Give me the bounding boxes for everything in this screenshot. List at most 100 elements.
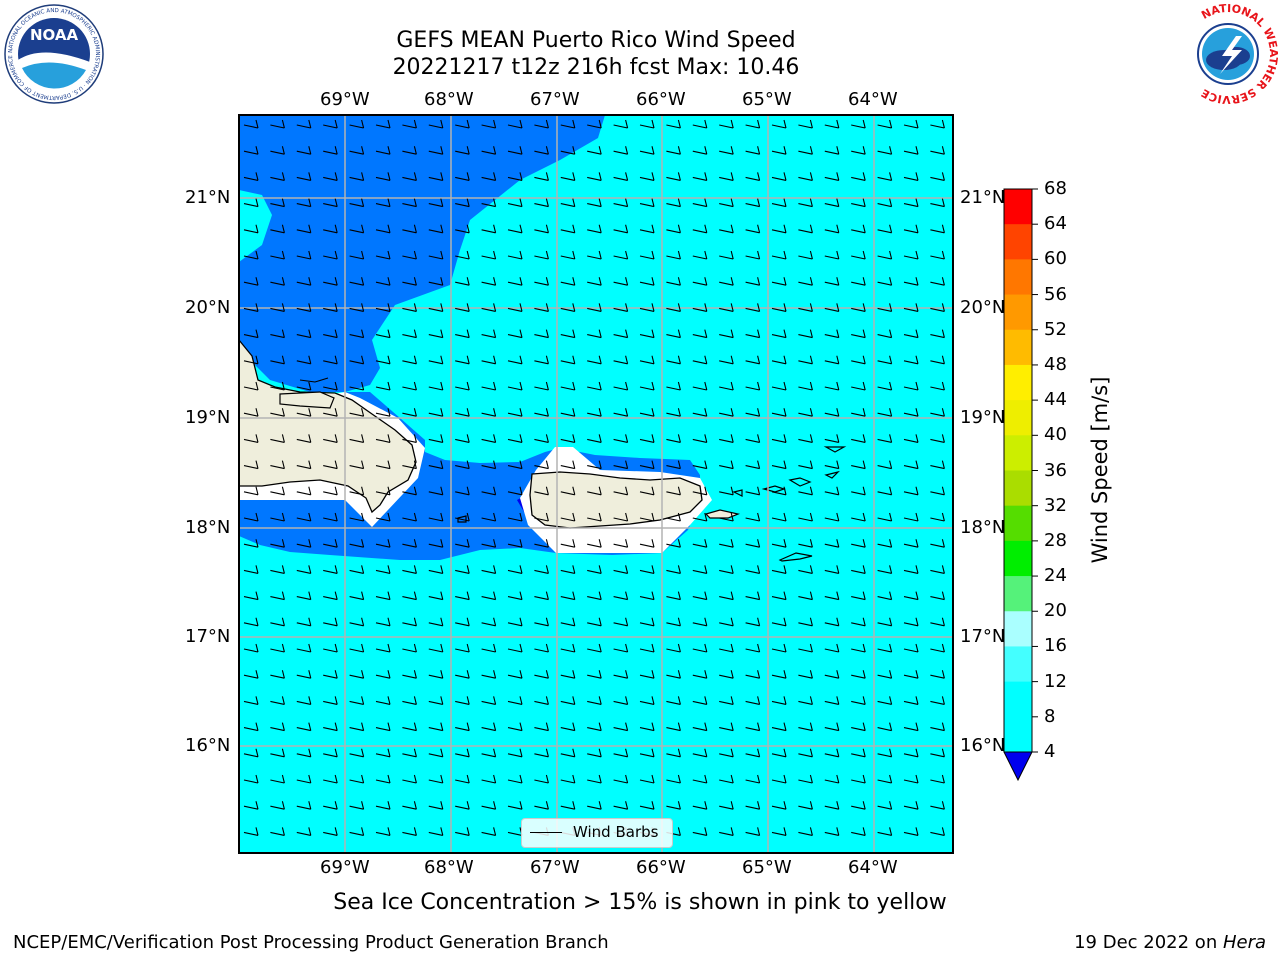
wind-barb	[587, 460, 602, 470]
wind-barb	[560, 329, 576, 339]
wind-barb	[903, 748, 919, 758]
wind-barb	[428, 565, 444, 574]
wind-barb	[613, 643, 629, 653]
wind-barb	[243, 486, 259, 496]
wind-barb	[402, 329, 417, 339]
colorbar-segment	[1004, 540, 1032, 577]
wind-barb	[375, 670, 391, 679]
wind-barb	[587, 172, 602, 181]
wind-barb	[877, 381, 893, 391]
noaa-logo: NOAA NATIONAL OCEANIC AND ATMOSPHERIC AD…	[4, 4, 104, 104]
wind-barb	[639, 355, 655, 365]
wind-barb	[481, 172, 497, 181]
colorbar-segment	[1004, 576, 1032, 612]
wind-barb	[455, 801, 470, 810]
wind-barb	[534, 696, 549, 705]
wind-barb	[587, 591, 602, 601]
wind-barb	[507, 172, 523, 181]
wind-barb	[903, 801, 919, 810]
wind-barb	[613, 408, 629, 417]
wind-barb	[587, 303, 602, 312]
wind-barb	[296, 748, 312, 758]
wind-barb	[534, 381, 549, 391]
wind-barb	[692, 670, 708, 679]
wind-barb	[851, 198, 866, 208]
wind-barb	[402, 748, 417, 758]
wind-barb	[903, 434, 919, 443]
wind-barb	[296, 119, 312, 129]
wind-barb	[296, 617, 312, 627]
wind-barb	[455, 146, 470, 155]
map-title: GEFS MEAN Puerto Rico Wind Speed	[396, 28, 796, 53]
wind-barb	[534, 329, 549, 339]
wind-barb	[455, 486, 470, 496]
wind-barb	[771, 670, 787, 679]
noaa-logo-text: NOAA	[30, 26, 79, 44]
wind-barb	[798, 434, 813, 443]
wind-barb	[692, 565, 708, 574]
wind-barb	[587, 512, 602, 522]
wind-barb	[877, 355, 893, 365]
wind-barb	[719, 539, 734, 548]
wind-barb	[798, 119, 813, 129]
wind-barb	[930, 250, 945, 260]
wind-barb	[851, 722, 866, 732]
colorbar-segment	[1004, 364, 1032, 401]
wind-barb	[455, 355, 470, 365]
wind-barb	[296, 172, 312, 181]
colorbar	[1003, 188, 1038, 782]
wind-barb	[771, 460, 787, 470]
wind-barb	[666, 119, 681, 129]
wind-barb	[270, 460, 285, 470]
colorbar-segment	[1004, 189, 1032, 225]
wind-barb	[534, 434, 549, 443]
wind-barb	[903, 565, 919, 574]
wind-barb	[798, 250, 813, 260]
wind-barb	[877, 329, 893, 339]
wind-barb	[798, 146, 813, 155]
wind-barb	[587, 381, 602, 391]
wind-barb	[745, 381, 761, 391]
wind-barb	[771, 748, 787, 758]
wind-barb	[455, 172, 470, 181]
wind-barb	[560, 408, 576, 417]
wind-barb	[824, 722, 840, 732]
wind-barb	[323, 460, 338, 470]
wind-barb	[745, 172, 761, 181]
wind-barb	[243, 303, 259, 312]
wind-barb	[428, 303, 444, 312]
wind-barb	[851, 801, 866, 810]
wind-barb	[613, 224, 629, 234]
wind-barb	[323, 434, 338, 443]
wind-barb	[639, 670, 655, 679]
wind-barb	[270, 355, 285, 365]
wind-barb	[719, 381, 734, 391]
wind-barb	[719, 486, 734, 496]
wind-barb	[243, 696, 259, 705]
wind-barb	[719, 224, 734, 234]
wind-barb	[666, 303, 681, 312]
wind-barb	[243, 355, 259, 365]
wind-barb	[930, 355, 945, 365]
wind-barb	[323, 722, 338, 732]
wind-barb	[692, 277, 708, 286]
wind-barb	[296, 670, 312, 679]
wind-barb	[349, 303, 365, 312]
wind-barb	[851, 434, 866, 443]
wind-barb	[692, 381, 708, 391]
wind-barb	[243, 774, 259, 784]
wind-barb	[534, 119, 549, 129]
wind-barb	[428, 146, 444, 155]
wind-barb	[851, 119, 866, 129]
wind-barb	[296, 539, 312, 548]
lat-label-right: 19°N	[960, 407, 1006, 428]
wind-barb	[666, 172, 681, 181]
wind-barb	[560, 617, 576, 627]
wind-barb	[771, 827, 787, 836]
wind-barb	[402, 539, 417, 548]
wind-barb	[323, 381, 338, 391]
wind-barb	[692, 696, 708, 705]
wind-barb	[270, 434, 285, 443]
colorbar-segment	[1004, 611, 1032, 647]
wind-barb	[349, 748, 365, 758]
